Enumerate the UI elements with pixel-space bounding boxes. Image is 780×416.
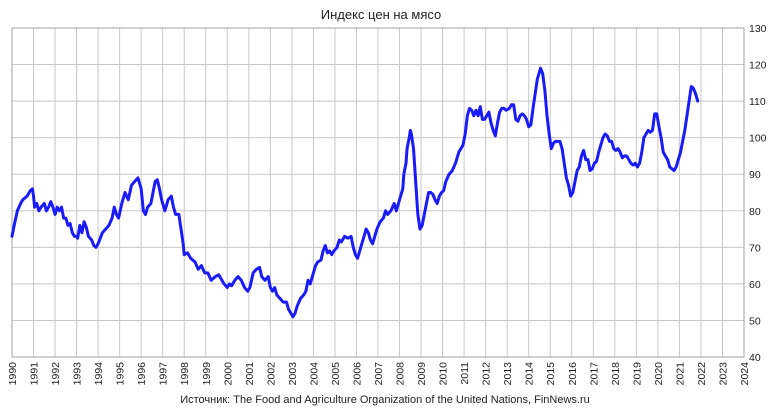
x-tick-label: 2010	[438, 362, 450, 386]
source-note: Источник: The Food and Agriculture Organ…	[180, 394, 590, 406]
x-tick-label: 2016	[567, 362, 579, 386]
x-tick-label: 2014	[524, 362, 536, 386]
x-tick-label: 2006	[351, 362, 363, 386]
x-tick-label: 1993	[72, 362, 84, 386]
x-tick-label: 2017	[588, 362, 600, 386]
x-tick-label: 1992	[50, 362, 62, 386]
x-tick-label: 2000	[222, 362, 234, 386]
x-tick-label: 1995	[115, 362, 127, 386]
x-tick-label: 1991	[29, 362, 41, 386]
x-tick-label: 2002	[265, 362, 277, 386]
y-tick-label: 130	[749, 23, 767, 35]
x-tick-label: 2004	[308, 362, 320, 386]
x-tick-label: 2003	[287, 362, 299, 386]
y-tick-label: 120	[749, 60, 767, 72]
y-tick-label: 90	[749, 169, 761, 181]
series-line	[10, 66, 700, 319]
x-tick-label: 1994	[93, 362, 105, 386]
x-tick-label: 2019	[631, 362, 643, 386]
x-tick-label: 2024	[739, 362, 751, 386]
x-tick-label: 2011	[459, 362, 471, 385]
x-tick-label: 2021	[674, 362, 686, 386]
series-layer	[10, 66, 700, 319]
plot-area-frame	[11, 27, 745, 358]
y-tick-label: 110	[749, 96, 766, 108]
y-axis-tick-labels: 40 50 60 70 80 90 100 110 120 130	[749, 23, 767, 364]
chart-title: Индекс цен на мясо	[321, 7, 441, 22]
y-tick-label: 40	[749, 352, 761, 364]
x-tick-label: 1996	[136, 362, 148, 386]
x-tick-label: 2008	[395, 362, 407, 386]
x-tick-label: 1999	[201, 362, 213, 386]
y-tick-label: 60	[749, 279, 761, 291]
y-tick-label: 50	[749, 315, 761, 327]
x-tick-label: 2020	[653, 362, 665, 386]
y-tick-label: 100	[749, 133, 767, 145]
x-axis-tick-labels: 1990 1991 1992 1993 1994 1995 1996 1997 1998 1999…	[7, 362, 751, 386]
x-tick-label: 1998	[179, 362, 191, 386]
x-tick-label: 2001	[244, 362, 256, 386]
x-tick-label: 1990	[7, 362, 19, 386]
x-tick-label: 2005	[330, 362, 342, 386]
y-tick-label: 70	[749, 242, 761, 254]
x-tick-label: 2015	[545, 362, 557, 386]
x-tick-label: 2023	[717, 362, 729, 386]
x-tick-label: 2022	[696, 362, 708, 386]
x-tick-label: 1997	[158, 362, 170, 386]
x-tick-label: 2007	[373, 362, 385, 386]
x-tick-label: 2012	[481, 362, 493, 386]
x-tick-label: 2018	[610, 362, 622, 386]
y-tick-label: 80	[749, 206, 761, 218]
x-tick-label: 2009	[416, 362, 428, 386]
x-tick-label: 2013	[502, 362, 514, 386]
